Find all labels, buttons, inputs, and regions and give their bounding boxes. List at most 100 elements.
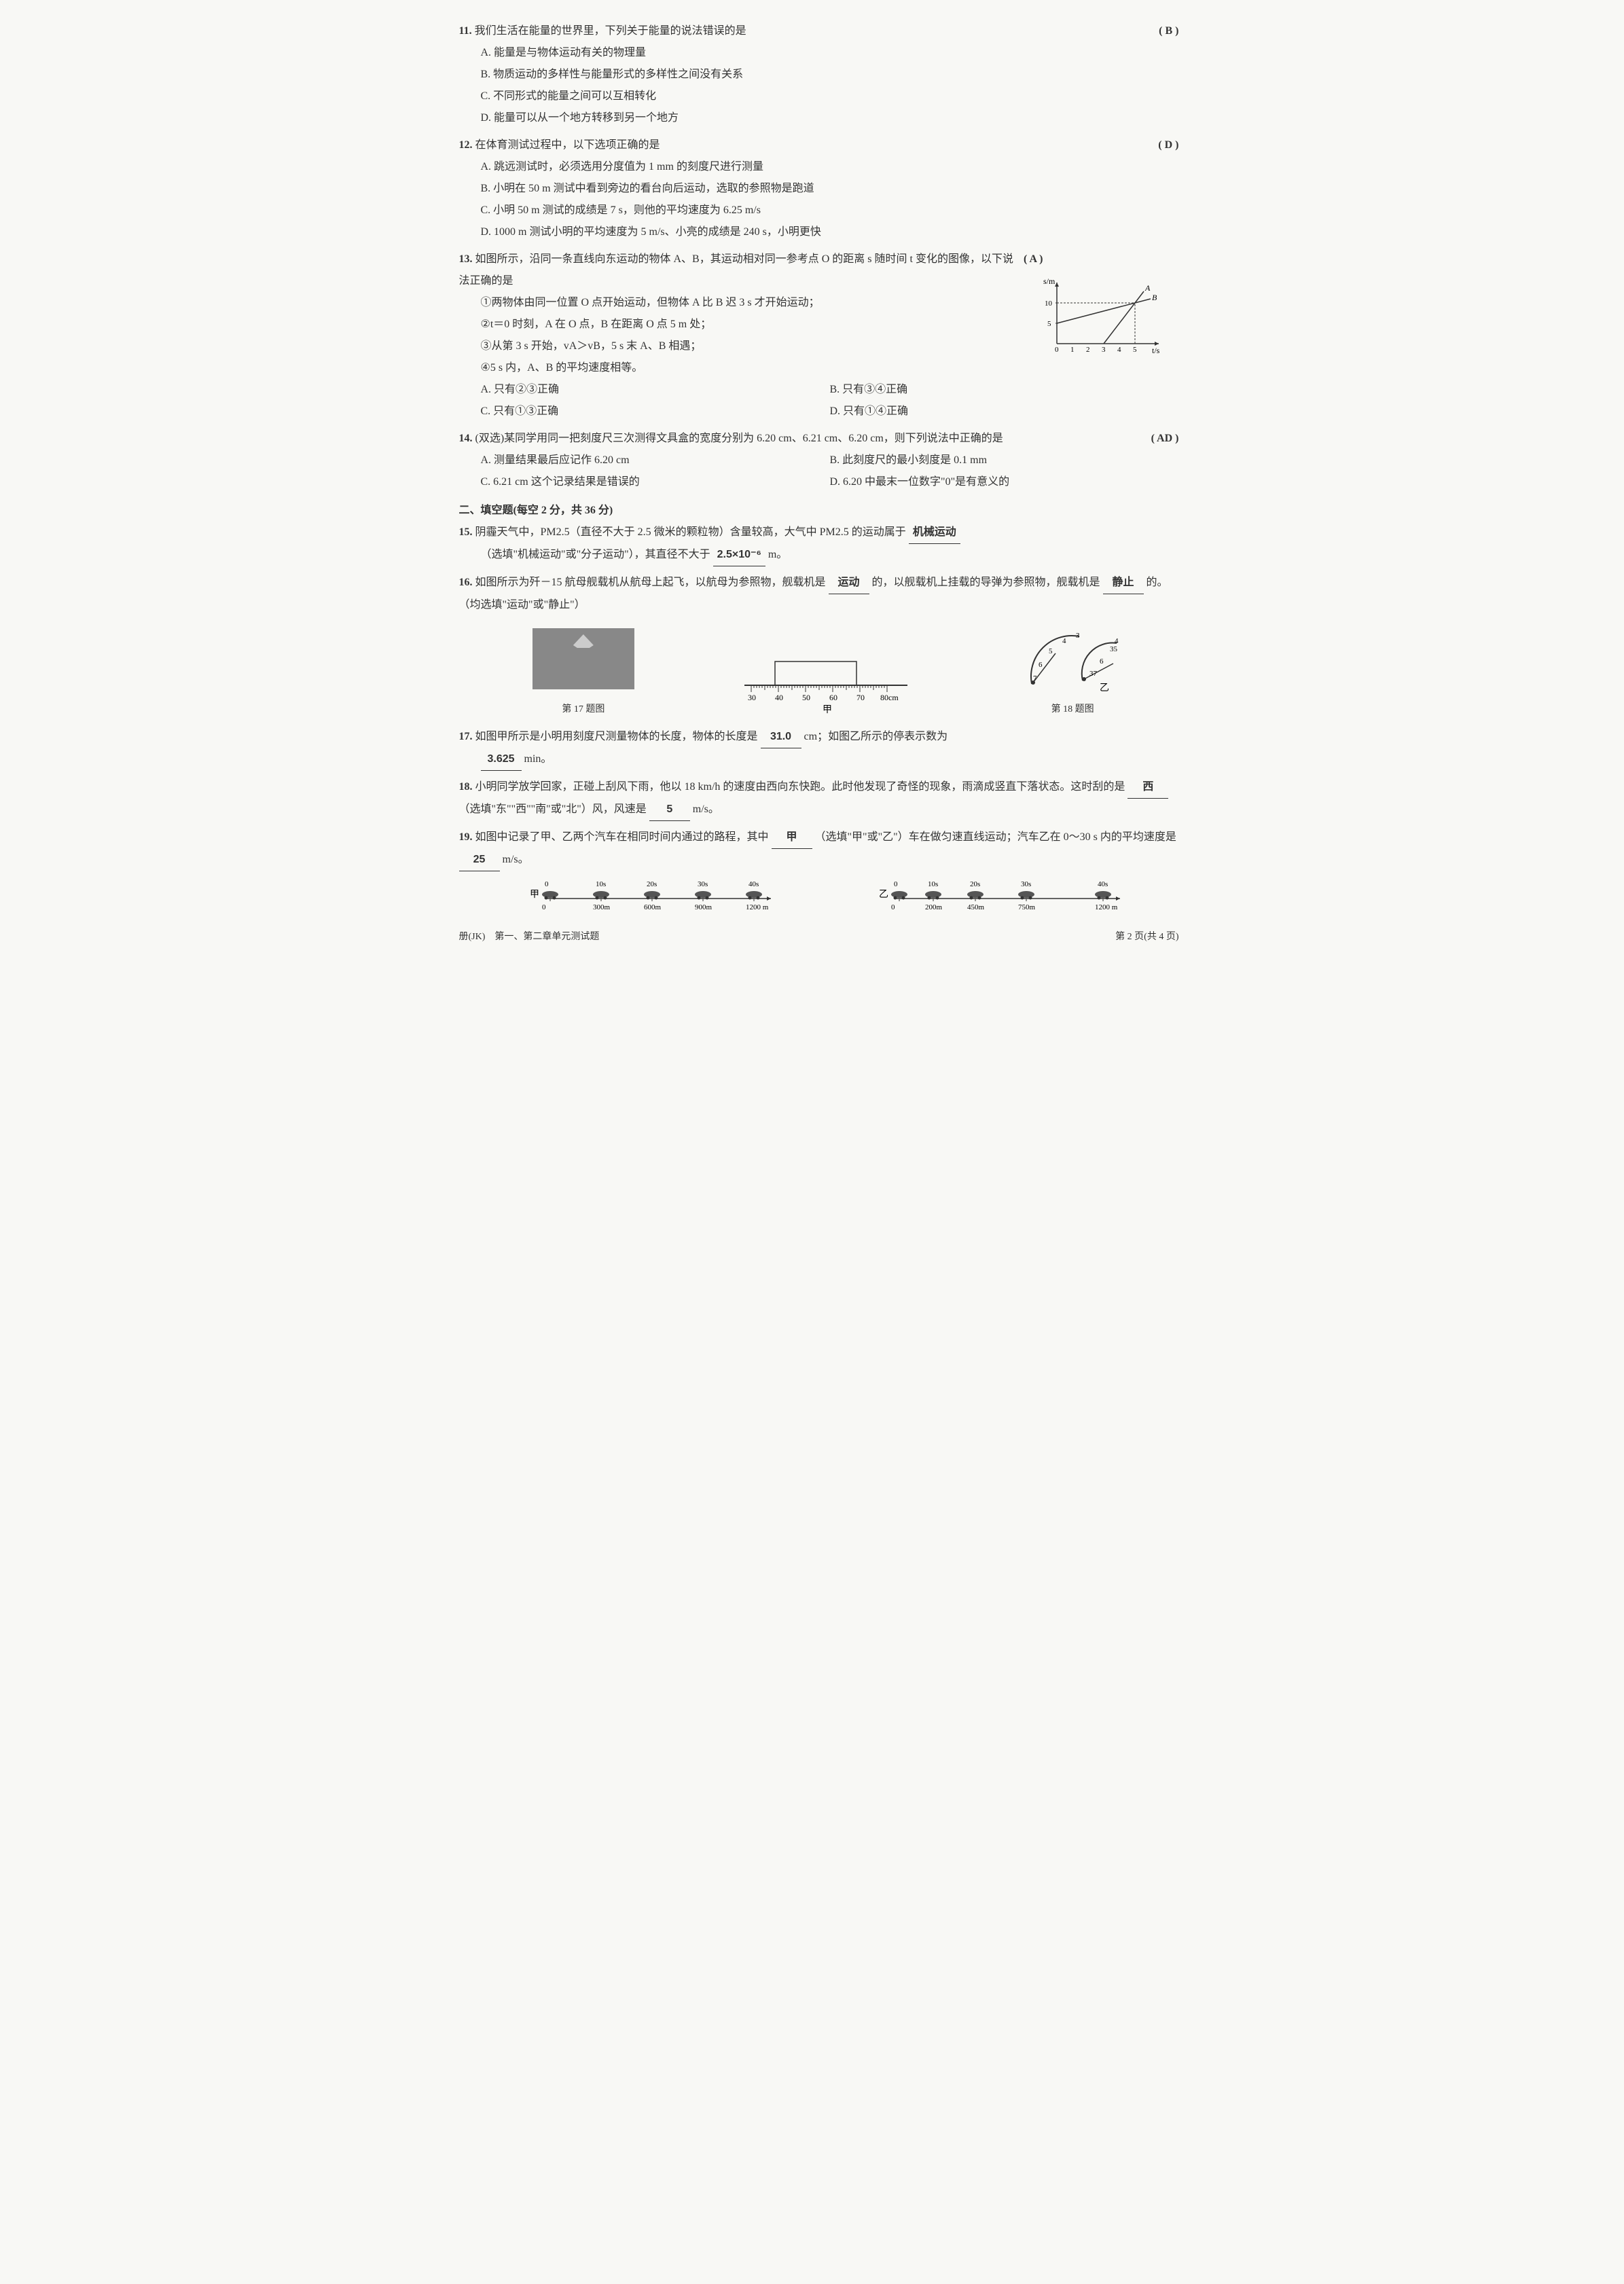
q13-stem: 如图所示，沿同一条直线向东运动的物体 A、B，其运动相对同一参考点 O 的距离 … — [459, 253, 1013, 287]
q18-num: 18. — [459, 781, 473, 793]
question-11: ( B ) 11. 我们生活在能量的世界里，下列关于能量的说法错误的是 A. 能… — [459, 20, 1179, 129]
answer-11: ( B ) — [1159, 20, 1178, 42]
svg-text:750m: 750m — [1018, 903, 1036, 911]
q13-opt-b: B. 只有③④正确 — [830, 379, 1179, 401]
q13-item-2: ②t＝0 时刻，A 在 O 点，B 在距离 O 点 5 m 处； — [481, 314, 1043, 336]
q13-xt5: 5 — [1133, 346, 1137, 354]
q11-opt-a: A. 能量是与物体运动有关的物理量 — [481, 42, 1179, 64]
footer-left: 册(JK) 第一、第二章单元测试题 — [459, 928, 600, 947]
q11-options: A. 能量是与物体运动有关的物理量 B. 物质运动的多样性与能量形式的多样性之间… — [459, 42, 1179, 129]
sw-i0: 4 — [1115, 637, 1119, 645]
aircraft-photo-icon — [533, 628, 634, 689]
question-12: ( D ) 12. 在体育测试过程中，以下选项正确的是 A. 跳远测试时，必须选… — [459, 134, 1179, 243]
sw-i2: 6 — [1100, 657, 1104, 666]
q14-options: A. 测量结果最后应记作 6.20 cm B. 此刻度尺的最小刻度是 0.1 m… — [459, 450, 1179, 493]
svg-text:0: 0 — [894, 880, 898, 888]
figure-row-17-18: 第 17 题图 30 40 50 60 70 80cm 甲 3 4 5 6 — [459, 623, 1179, 719]
q13-chart: s/m t/s 0 1 2 3 4 5 5 10 A B — [1043, 276, 1166, 357]
q13-xlabel: t/s — [1152, 346, 1160, 355]
answer-13: ( A ) — [1024, 249, 1043, 270]
q13-options: A. 只有②③正确 B. 只有③④正确 C. 只有①③正确 D. 只有①④正确 — [459, 379, 1179, 422]
q14-opt-a: A. 测量结果最后应记作 6.20 cm — [481, 450, 830, 471]
q17-blank1: 31.0 — [761, 726, 801, 748]
rl5: 80cm — [880, 693, 899, 702]
q19-p1: 如图中记录了甲、乙两个汽车在相同时间内通过的路程，其中 — [475, 831, 769, 843]
q19-u2: m/s。 — [503, 854, 529, 865]
q13-series-a: A — [1144, 283, 1151, 293]
q17-blank2: 3.625 — [481, 748, 522, 771]
svg-text:450m: 450m — [967, 903, 985, 911]
q16-num: 16. — [459, 577, 473, 588]
q14-opt-c: C. 6.21 cm 这个记录结果是错误的 — [481, 471, 830, 493]
q17-u1: cm；如图乙所示的停表示数为 — [804, 731, 948, 742]
svg-text:1200 m: 1200 m — [746, 903, 769, 911]
stopwatch-sublabel: 乙 — [1100, 683, 1109, 693]
q12-opt-c: C. 小明 50 m 测试的成绩是 7 s，则他的平均速度为 6.25 m/s — [481, 200, 1179, 221]
q17-num: 17. — [459, 731, 473, 742]
q17-u2: min。 — [524, 753, 552, 765]
sw-i1: 35 — [1110, 645, 1118, 653]
fig-stopwatch: 3 4 5 6 7 4 35 6 37 乙 第 18 题图 — [1018, 623, 1127, 719]
sw-o2: 5 — [1049, 647, 1053, 655]
q13-xt0: 0 — [1055, 346, 1059, 354]
svg-text:300m: 300m — [593, 903, 611, 911]
fig17-caption: 第 17 题图 — [533, 700, 634, 719]
question-17: 17. 如图甲所示是小明用刻度尺测量物体的长度，物体的长度是 31.0 cm；如… — [459, 726, 1179, 771]
svg-text:30s: 30s — [698, 880, 708, 888]
svg-text:10s: 10s — [596, 880, 606, 888]
q18-p2: （选填"东""西""南"或"北"）风，风速是 — [459, 803, 647, 815]
q18-blank1: 西 — [1127, 776, 1168, 799]
q18-blank2: 5 — [649, 799, 690, 821]
q11-stem: 我们生活在能量的世界里，下列关于能量的说法错误的是 — [475, 25, 746, 37]
rl0: 30 — [748, 693, 756, 702]
car-yi-icon: 乙 0010s200m20s450m30s750m40s1200 m — [876, 877, 1134, 914]
q14-opt-b: B. 此刻度尺的最小刻度是 0.1 mm — [830, 450, 1179, 471]
q13-xt1: 1 — [1070, 346, 1075, 354]
sw-i3: 37 — [1089, 670, 1098, 678]
question-14: 14. (双选)某同学用同一把刻度尺三次测得文具盒的宽度分别为 6.20 cm、… — [459, 428, 1179, 493]
ruler-icon: 30 40 50 60 70 80cm 甲 — [738, 658, 914, 719]
fig17-photo: 第 17 题图 — [533, 628, 634, 719]
jia-label: 甲 — [530, 890, 539, 900]
sw-o0: 3 — [1076, 632, 1080, 640]
q13-yt0: 5 — [1047, 320, 1051, 328]
fig-ruler: 30 40 50 60 70 80cm 甲 — [738, 658, 914, 719]
q12-options: A. 跳远测试时，必须选用分度值为 1 mm 的刻度尺进行测量 B. 小明在 5… — [459, 156, 1179, 243]
page-footer: 册(JK) 第一、第二章单元测试题 第 2 页(共 4 页) — [459, 928, 1179, 947]
q13-opt-d: D. 只有①④正确 — [830, 401, 1179, 422]
q15-blank2: 2.5×10⁻⁶ — [713, 544, 765, 566]
q19-blank2: 25 — [459, 849, 500, 871]
q13-opt-a: A. 只有②③正确 — [481, 379, 830, 401]
q11-opt-c: C. 不同形式的能量之间可以互相转化 — [481, 86, 1179, 107]
answer-12: ( D ) — [1158, 134, 1178, 156]
q11-num: 11. — [459, 25, 472, 37]
q15-num: 15. — [459, 526, 473, 538]
question-19: 19. 如图中记录了甲、乙两个汽车在相同时间内通过的路程，其中 甲 （选填"甲"… — [459, 827, 1179, 871]
svg-text:600m: 600m — [644, 903, 662, 911]
q13-xt3: 3 — [1102, 346, 1106, 354]
answer-14: ( AD ) — [1151, 428, 1179, 450]
svg-text:200m: 200m — [925, 903, 943, 911]
footer-right: 第 2 页(共 4 页) — [1115, 928, 1178, 947]
rl1: 40 — [775, 693, 783, 702]
q13-xt4: 4 — [1117, 346, 1121, 354]
q14-num: 14. — [459, 433, 473, 444]
q16-p1: 如图所示为歼－15 航母舰载机从航母上起飞，以航母为参照物，舰载机是 — [475, 577, 826, 588]
svg-text:10s: 10s — [928, 880, 938, 888]
q11-opt-d: D. 能量可以从一个地方转移到另一个地方 — [481, 107, 1179, 129]
car-jia-icon: 甲 0010s300m20s600m30s900m40s1200 m — [526, 877, 784, 914]
q19-p2: （选填"甲"或"乙"）车在做匀速直线运动；汽车乙在 0～30 s 内的平均速度是 — [815, 831, 1176, 843]
svg-text:40s: 40s — [748, 880, 759, 888]
car-diagrams: 甲 0010s300m20s600m30s900m40s1200 m 乙 001… — [459, 877, 1179, 914]
sw-o1: 4 — [1062, 637, 1066, 645]
svg-text:0: 0 — [542, 903, 546, 911]
q13-item-1: ①两物体由同一位置 O 点开始运动，但物体 A 比 B 迟 3 s 才开始运动； — [481, 292, 1043, 314]
q13-opt-c: C. 只有①③正确 — [481, 401, 830, 422]
q13-item-3: ③从第 3 s 开始，vA＞vB，5 s 末 A、B 相遇； — [481, 336, 1043, 357]
svg-text:0: 0 — [891, 903, 895, 911]
q12-opt-b: B. 小明在 50 m 测试中看到旁边的看台向后运动，选取的参照物是跑道 — [481, 178, 1179, 200]
q18-u2: m/s。 — [693, 803, 719, 815]
svg-text:30s: 30s — [1021, 880, 1031, 888]
q16-blank2: 静止 — [1103, 572, 1144, 594]
q16-blank1: 运动 — [829, 572, 869, 594]
